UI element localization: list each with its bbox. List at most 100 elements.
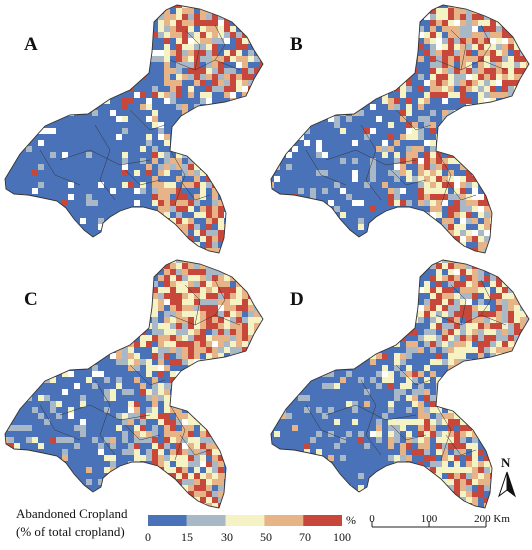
raster-cell <box>248 194 254 200</box>
raster-cell <box>170 188 176 194</box>
raster-cell <box>280 206 286 212</box>
raster-cell <box>62 152 68 158</box>
raster-cell <box>38 104 44 110</box>
raster-cell <box>86 86 92 92</box>
raster-cell <box>56 68 62 74</box>
raster-cell <box>134 176 140 182</box>
raster-cell <box>110 14 116 20</box>
raster-cell <box>508 56 514 62</box>
raster-cell <box>218 56 224 62</box>
raster-cell <box>188 62 194 68</box>
raster-cell <box>430 224 436 230</box>
raster-cell <box>508 68 514 74</box>
raster-cell <box>352 38 358 44</box>
raster-cell <box>188 158 194 164</box>
raster-cell <box>152 317 158 323</box>
raster-cell <box>110 140 116 146</box>
raster-cell <box>224 140 230 146</box>
raster-cell <box>502 110 508 116</box>
raster-cell <box>526 32 529 38</box>
raster-cell <box>92 263 98 269</box>
raster-cell <box>14 194 20 200</box>
raster-cell <box>218 224 224 230</box>
raster-cell <box>5 401 8 407</box>
raster-cell <box>146 254 152 260</box>
raster-cell <box>230 401 236 407</box>
raster-cell <box>14 122 20 128</box>
raster-cell <box>358 20 364 26</box>
raster-cell <box>418 128 424 134</box>
raster-cell <box>74 206 80 212</box>
raster-cell <box>98 254 104 260</box>
raster-cell <box>304 56 310 62</box>
raster-cell <box>170 104 176 110</box>
raster-cell <box>44 44 50 50</box>
raster-cell <box>116 38 122 44</box>
raster-cell <box>340 128 346 134</box>
raster-cell <box>44 263 50 269</box>
raster-cell <box>176 110 182 116</box>
raster-cell <box>44 254 50 260</box>
raster-cell <box>340 146 346 152</box>
raster-cell <box>158 98 164 104</box>
raster-cell <box>8 371 14 377</box>
raster-cell <box>176 395 182 401</box>
raster-cell <box>508 188 514 194</box>
raster-cell <box>104 140 110 146</box>
raster-cell <box>212 248 218 253</box>
raster-cell <box>388 74 394 80</box>
raster-cell <box>526 20 529 26</box>
raster-cell <box>62 44 68 50</box>
raster-cell <box>194 335 200 341</box>
raster-cell <box>164 26 170 32</box>
raster-cell <box>92 281 98 287</box>
raster-cell <box>346 248 352 253</box>
raster-cell <box>68 92 74 98</box>
raster-cell <box>454 212 460 218</box>
raster-cell <box>134 383 140 389</box>
raster-cell <box>38 32 44 38</box>
raster-cell <box>164 353 170 359</box>
raster-cell <box>56 275 62 281</box>
raster-cell <box>484 200 490 206</box>
raster-cell <box>466 188 472 194</box>
raster-cell <box>158 32 164 38</box>
raster-cell <box>316 92 322 98</box>
raster-cell <box>98 140 104 146</box>
raster-cell <box>448 68 454 74</box>
raster-cell <box>206 26 212 32</box>
raster-cell <box>334 242 340 248</box>
raster-cell <box>92 323 98 329</box>
raster-cell <box>206 146 212 152</box>
raster-cell <box>274 122 280 128</box>
raster-cell <box>484 116 490 122</box>
raster-cell <box>110 38 116 44</box>
raster-cell <box>274 98 280 104</box>
raster-cell <box>122 20 128 26</box>
raster-cell <box>152 32 158 38</box>
raster-cell <box>128 242 134 248</box>
raster-cell <box>8 68 14 74</box>
raster-cell <box>62 182 68 188</box>
raster-cell <box>86 104 92 110</box>
raster-cell <box>146 122 152 128</box>
raster-cell <box>502 236 508 242</box>
raster-cell <box>254 188 260 194</box>
raster-cell <box>80 50 86 56</box>
raster-cell <box>526 5 529 8</box>
raster-cell <box>68 50 74 56</box>
raster-cell <box>5 224 8 230</box>
raster-cell <box>110 275 116 281</box>
raster-cell <box>104 146 110 152</box>
raster-cell <box>242 92 248 98</box>
raster-cell <box>248 317 254 323</box>
raster-cell <box>134 170 140 176</box>
raster-cell <box>280 116 286 122</box>
raster-cell <box>230 104 236 110</box>
raster-cell <box>5 218 8 224</box>
raster-cell <box>496 140 502 146</box>
raster-cell <box>194 347 200 353</box>
raster-cell <box>448 104 454 110</box>
raster-cell <box>68 116 74 122</box>
raster-cell <box>454 44 460 50</box>
